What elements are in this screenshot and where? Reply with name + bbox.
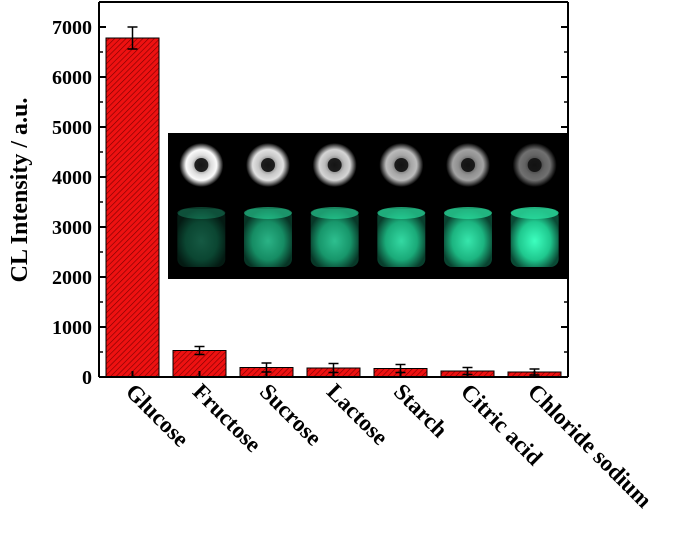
error-bars-group: [127, 26, 540, 376]
inset-photo: [168, 133, 568, 279]
ring-center: [261, 158, 275, 172]
vial-rim: [310, 207, 359, 219]
ring-center: [327, 158, 342, 172]
y-tick-label: 4000: [52, 167, 92, 189]
x-category-label: Chloride sodium: [523, 379, 657, 513]
ring-center: [394, 158, 409, 172]
glowing-vial: [444, 209, 492, 267]
y-tick-label: 3000: [52, 217, 92, 239]
x-category-label: Fructose: [188, 379, 266, 457]
x-category-label: Lactose: [322, 379, 393, 450]
y-tick-label: 7000: [52, 17, 92, 39]
y-tick-label: 6000: [52, 67, 92, 89]
inset-background: [168, 133, 568, 279]
ring-center: [461, 158, 475, 172]
y-tick-label: 0: [82, 367, 92, 389]
y-tick-label: 1000: [52, 317, 92, 339]
vial-rim: [510, 207, 559, 219]
x-category-label: Starch: [389, 379, 453, 443]
ring-center: [194, 158, 209, 172]
vial-rim: [444, 207, 492, 219]
glowing-vial: [244, 209, 292, 267]
y-tick-label: 5000: [52, 117, 92, 139]
bar-glucose: [105, 37, 160, 378]
glowing-vial: [510, 209, 559, 267]
vial-rim: [244, 207, 292, 219]
glowing-vial: [177, 209, 226, 267]
vial-rim: [177, 207, 226, 219]
y-axis-title: CL Intensity / a.u.: [7, 98, 33, 283]
x-category-label: Glucose: [121, 379, 194, 452]
glowing-vial: [377, 209, 426, 267]
ring-center: [527, 158, 542, 172]
vial-rim: [377, 207, 426, 219]
glowing-vial: [310, 209, 359, 267]
y-tick-label: 2000: [52, 267, 92, 289]
